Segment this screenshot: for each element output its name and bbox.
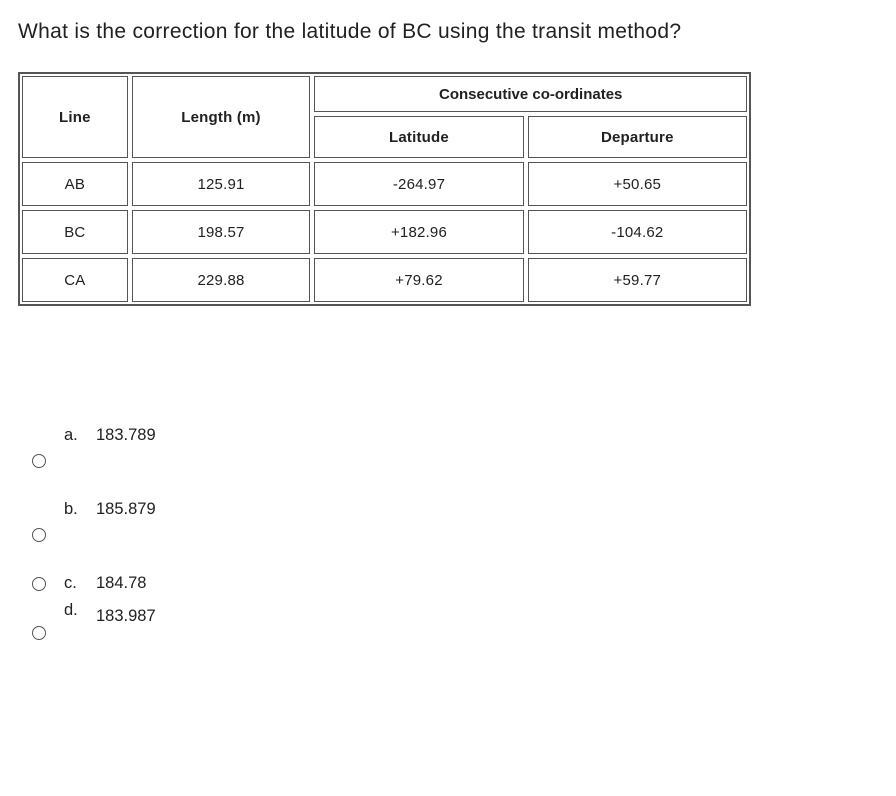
cell-latitude: +182.96 xyxy=(314,210,523,254)
header-coords-group: Consecutive co-ordinates xyxy=(314,76,747,112)
question-text: What is the correction for the latitude … xyxy=(18,20,878,44)
cell-departure: +50.65 xyxy=(528,162,747,206)
cell-departure: +59.77 xyxy=(528,258,747,302)
cell-length: 198.57 xyxy=(132,210,311,254)
radio-icon[interactable] xyxy=(32,528,46,542)
option-value: 184.78 xyxy=(96,574,146,593)
option-value: 185.879 xyxy=(96,500,156,519)
option-letter: d. xyxy=(64,601,84,620)
option-b[interactable]: b. 185.879 xyxy=(32,500,878,519)
answer-options: a. 183.789 b. 185.879 c. 184.78 xyxy=(18,426,878,640)
cell-latitude: +79.62 xyxy=(314,258,523,302)
option-letter: c. xyxy=(64,574,84,593)
option-d[interactable]: d. 183.987 xyxy=(32,601,878,620)
radio-icon[interactable] xyxy=(32,577,46,591)
table-row: BC 198.57 +182.96 -104.62 xyxy=(20,208,749,256)
cell-departure: -104.62 xyxy=(528,210,747,254)
header-line: Line xyxy=(22,76,128,158)
cell-line: BC xyxy=(22,210,128,254)
cell-line: CA xyxy=(22,258,128,302)
radio-icon[interactable] xyxy=(32,454,46,468)
data-table: Line Length (m) Consecutive co-ordinates… xyxy=(18,72,751,306)
header-latitude: Latitude xyxy=(314,116,523,158)
option-value: 183.987 xyxy=(96,607,156,626)
cell-length: 125.91 xyxy=(132,162,311,206)
table-row: AB 125.91 -264.97 +50.65 xyxy=(20,160,749,208)
table-row: CA 229.88 +79.62 +59.77 xyxy=(20,256,749,304)
option-letter: b. xyxy=(64,500,84,519)
header-departure: Departure xyxy=(528,116,747,158)
cell-line: AB xyxy=(22,162,128,206)
radio-icon[interactable] xyxy=(32,626,46,640)
cell-latitude: -264.97 xyxy=(314,162,523,206)
option-a[interactable]: a. 183.789 xyxy=(32,426,878,445)
cell-length: 229.88 xyxy=(132,258,311,302)
option-letter: a. xyxy=(64,426,84,445)
option-c[interactable]: c. 184.78 xyxy=(32,574,878,593)
header-length: Length (m) xyxy=(132,76,311,158)
option-value: 183.789 xyxy=(96,426,156,445)
